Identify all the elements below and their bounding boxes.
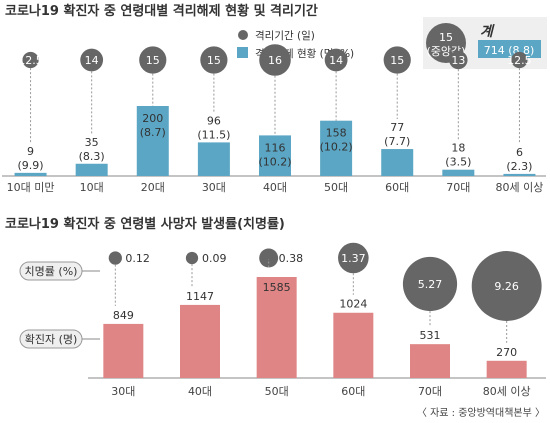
total-value-box bbox=[478, 40, 541, 58]
released-percent-label: (8.3) bbox=[79, 150, 105, 163]
category-label: 40대 bbox=[263, 181, 287, 194]
duration-value-label: 12.5 bbox=[507, 54, 532, 67]
fatality-value-label: 5.27 bbox=[418, 278, 443, 291]
total-label: 계 bbox=[480, 24, 495, 40]
category-label: 10대 bbox=[80, 181, 104, 194]
released-bar bbox=[14, 172, 47, 176]
category-label: 30대 bbox=[202, 181, 226, 194]
duration-bubble bbox=[139, 46, 167, 74]
category-label: 30대 bbox=[111, 385, 135, 398]
category-label: 40대 bbox=[188, 385, 212, 398]
fatality-value-label: 0.12 bbox=[125, 252, 150, 265]
duration-bubble bbox=[383, 46, 411, 74]
fatality-bubble bbox=[108, 251, 122, 265]
fatality-value-label: 0.38 bbox=[279, 252, 304, 265]
chart2-legend: 치명률 (%) 확진자 (명) bbox=[19, 261, 100, 349]
category-label: 20대 bbox=[141, 181, 165, 194]
duration-value-label: 13 bbox=[451, 54, 465, 67]
released-percent-label: (2.3) bbox=[506, 160, 532, 173]
legend-circle-marker bbox=[238, 30, 248, 40]
released-bar bbox=[259, 135, 291, 176]
category-label: 80세 이상 bbox=[483, 385, 531, 398]
source-note: 〈 자료 : 중앙방역대책본부 〉 bbox=[417, 407, 545, 419]
duration-value-label: 14 bbox=[85, 54, 99, 67]
category-label: 10대 미만 bbox=[7, 181, 55, 194]
category-label: 70대 bbox=[446, 181, 470, 194]
released-percent-label: (3.5) bbox=[445, 156, 471, 169]
duration-bubble bbox=[324, 48, 348, 72]
fatality-bubble bbox=[402, 256, 458, 312]
released-bar bbox=[503, 173, 536, 176]
released-percent-label: (10.2) bbox=[320, 141, 353, 154]
cases-value-label: 531 bbox=[420, 329, 441, 342]
legend-label-duration: 격리기간 (일) bbox=[255, 29, 315, 42]
fatality-bubble bbox=[259, 248, 279, 268]
chart2-title: 코로나19 확진자 중 연령별 사망자 발생률(치명률) bbox=[5, 216, 285, 232]
tag-fatality-label: 치명률 (%) bbox=[25, 265, 78, 278]
chart1-title: 코로나19 확진자 중 연령대별 격리해제 현황 및 격리기간 bbox=[5, 3, 318, 19]
released-value-label: 158 bbox=[326, 127, 347, 140]
released-bar bbox=[136, 106, 169, 176]
cases-bar bbox=[256, 277, 297, 378]
released-bar bbox=[75, 163, 108, 176]
released-bar bbox=[320, 120, 353, 176]
category-label: 60대 bbox=[341, 385, 365, 398]
legend-square-marker bbox=[237, 47, 248, 58]
cases-bar bbox=[410, 344, 450, 378]
cases-value-label: 1147 bbox=[186, 290, 214, 303]
cases-value-label: 270 bbox=[496, 346, 517, 359]
released-percent-label: (7.7) bbox=[384, 135, 410, 148]
duration-value-label: 15 bbox=[207, 54, 221, 67]
fatality-value-label: 9.26 bbox=[494, 280, 519, 293]
released-percent-label: (10.2) bbox=[258, 155, 291, 168]
fatality-bubble bbox=[338, 242, 369, 274]
duration-bubble bbox=[22, 51, 39, 69]
released-bar bbox=[442, 169, 475, 176]
fatality-value-label: 0.09 bbox=[202, 252, 227, 265]
duration-bubble bbox=[259, 44, 291, 76]
cases-value-label: 849 bbox=[113, 309, 134, 322]
duration-value-label: 16 bbox=[268, 54, 282, 67]
cases-value-label: 1024 bbox=[339, 298, 367, 311]
duration-value-label: 15 bbox=[390, 54, 404, 67]
cases-bar bbox=[486, 360, 527, 378]
released-value-label: 6 bbox=[516, 146, 523, 159]
category-label: 70대 bbox=[418, 385, 442, 398]
tag-cases-label: 확진자 (명) bbox=[25, 333, 78, 346]
chart2-plot: 849 0.12 30대 1147 0.09 40대 1585 0.38 50대 1024 1.37… bbox=[88, 242, 546, 398]
released-bar bbox=[381, 149, 414, 176]
median-bubble-value: 15 bbox=[439, 31, 453, 44]
released-value-label: 200 bbox=[142, 112, 163, 125]
fatality-value-label: 1.37 bbox=[341, 252, 366, 265]
released-value-label: 77 bbox=[390, 121, 404, 134]
fatality-bubble bbox=[185, 251, 199, 265]
duration-bubble bbox=[80, 48, 104, 72]
released-value-label: 116 bbox=[265, 141, 286, 154]
chart1-plot: 12.5 9(9.9) 10대 미만 14 35(8.3) 10대 15 200(8.7) 20… bbox=[2, 44, 546, 194]
released-value-label: 96 bbox=[207, 114, 221, 127]
cases-bar bbox=[103, 323, 144, 378]
released-bar bbox=[197, 142, 230, 176]
duration-bubble bbox=[200, 46, 228, 74]
cases-value-label: 1585 bbox=[263, 281, 291, 294]
duration-bubble bbox=[449, 50, 468, 70]
duration-value-label: 12.5 bbox=[18, 54, 43, 67]
cases-bar bbox=[180, 304, 220, 378]
released-value-label: 9 bbox=[27, 145, 34, 158]
cases-bar bbox=[333, 312, 374, 378]
released-percent-label: (8.7) bbox=[140, 126, 166, 139]
released-value-label: 35 bbox=[85, 136, 99, 149]
duration-bubble bbox=[511, 51, 528, 69]
released-value-label: 18 bbox=[451, 142, 465, 155]
released-percent-label: (11.5) bbox=[197, 128, 230, 141]
category-label: 80세 이상 bbox=[496, 181, 544, 194]
category-label: 50대 bbox=[265, 385, 289, 398]
duration-value-label: 14 bbox=[329, 54, 343, 67]
duration-value-label: 15 bbox=[146, 54, 160, 67]
released-percent-label: (9.9) bbox=[18, 159, 44, 172]
category-label: 50대 bbox=[324, 181, 348, 194]
category-label: 60대 bbox=[385, 181, 409, 194]
fatality-bubble bbox=[471, 251, 542, 321]
